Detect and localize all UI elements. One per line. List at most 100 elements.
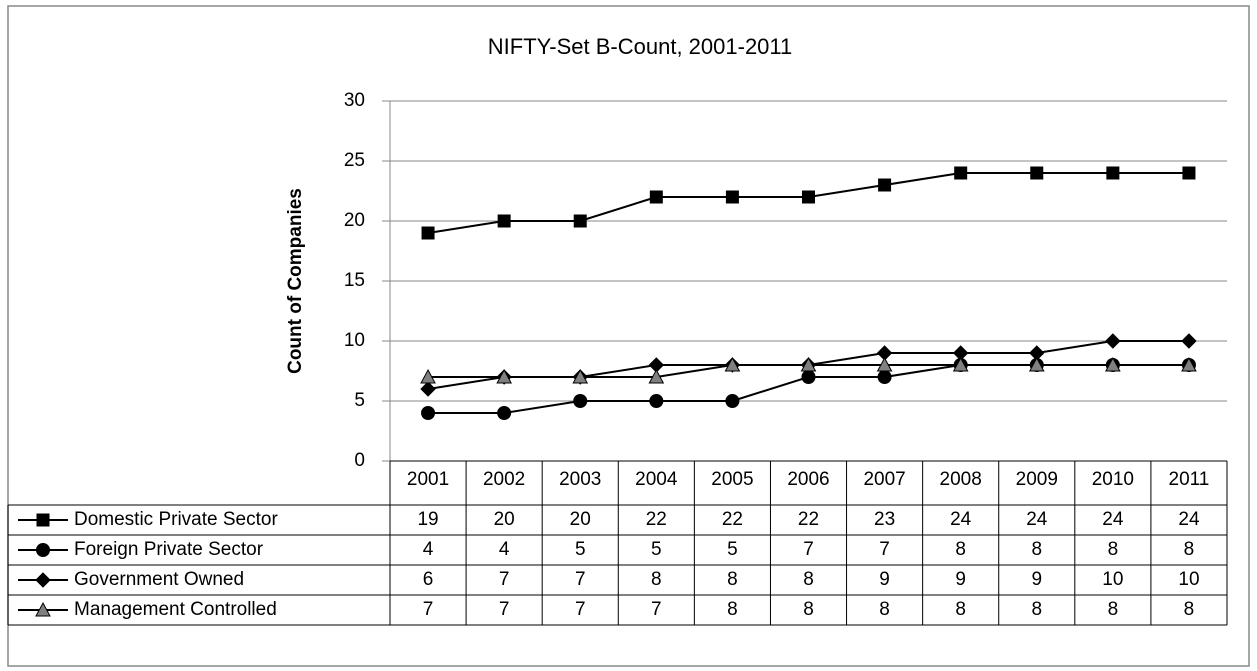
- legend-label: Management Controlled: [74, 599, 277, 620]
- table-value: 20: [494, 509, 515, 530]
- marker: [1181, 356, 1197, 372]
- table-value: 22: [646, 509, 667, 530]
- y-tick-label: 0: [354, 450, 365, 471]
- y-axis-label: Count of Companies: [285, 188, 306, 374]
- marker: [725, 190, 739, 204]
- marker: [573, 214, 587, 228]
- table-value: 8: [727, 599, 738, 620]
- marker: [36, 513, 50, 527]
- table-value: 24: [1178, 509, 1200, 530]
- table-value: 8: [727, 569, 738, 590]
- marker: [649, 190, 663, 204]
- marker: [1181, 333, 1197, 349]
- table-value: 8: [1031, 539, 1042, 560]
- table-value: 7: [423, 599, 434, 620]
- legend-label: Domestic Private Sector: [74, 509, 278, 530]
- chart-title: NIFTY-Set B-Count, 2001-2011: [488, 34, 793, 59]
- x-tick-label: 2007: [863, 469, 905, 490]
- y-tick-label: 30: [344, 90, 365, 111]
- x-tick-label: 2001: [407, 469, 449, 490]
- table-value: 22: [722, 509, 743, 530]
- table-value: 24: [1026, 509, 1048, 530]
- y-tick-label: 10: [344, 330, 365, 351]
- table-value: 10: [1102, 569, 1123, 590]
- table-value: 5: [727, 539, 738, 560]
- marker: [1182, 166, 1196, 180]
- table-value: 8: [955, 599, 966, 620]
- table-value: 7: [499, 569, 510, 590]
- marker: [649, 394, 664, 408]
- x-tick-label: 2006: [787, 469, 829, 490]
- y-tick-label: 20: [344, 210, 365, 231]
- table-value: 4: [423, 539, 434, 560]
- chart-border: [7, 5, 1250, 667]
- marker: [497, 214, 511, 228]
- marker: [876, 356, 893, 372]
- table-value: 8: [1108, 599, 1119, 620]
- legend-label: Government Owned: [74, 569, 244, 590]
- marker: [877, 370, 892, 384]
- x-tick-label: 2005: [711, 469, 753, 490]
- table-value: 22: [798, 509, 819, 530]
- table-value: 7: [803, 539, 814, 560]
- y-tick-label: 5: [354, 390, 365, 411]
- marker: [497, 406, 512, 420]
- marker: [802, 190, 815, 204]
- table-value: 24: [950, 509, 972, 530]
- marker: [648, 368, 665, 384]
- table-value: 9: [1031, 569, 1042, 590]
- marker: [420, 368, 436, 384]
- y-tick-label: 15: [344, 270, 365, 291]
- table-value: 8: [1184, 599, 1195, 620]
- x-tick-label: 2003: [559, 469, 601, 490]
- table-value: 8: [879, 599, 890, 620]
- table-value: 6: [423, 569, 434, 590]
- marker: [36, 543, 50, 557]
- table-value: 4: [499, 539, 510, 560]
- table-value: 8: [955, 539, 966, 560]
- marker: [1028, 356, 1045, 372]
- legend-label: Foreign Private Sector: [74, 539, 264, 560]
- marker: [421, 226, 435, 240]
- marker: [1105, 356, 1121, 372]
- table-value: 7: [575, 569, 586, 590]
- marker: [878, 178, 892, 192]
- marker: [724, 356, 741, 372]
- table-value: 5: [651, 539, 662, 560]
- marker: [496, 368, 512, 384]
- x-tick-label: 2010: [1092, 469, 1134, 490]
- table-value: 7: [575, 599, 586, 620]
- x-tick-label: 2004: [635, 469, 678, 490]
- marker: [573, 394, 588, 408]
- y-tick-label: 25: [344, 150, 365, 171]
- marker: [572, 368, 589, 384]
- marker: [35, 572, 51, 588]
- table-value: 5: [575, 539, 586, 560]
- table-value: 10: [1178, 569, 1199, 590]
- table-value: 8: [803, 599, 814, 620]
- table-value: 8: [1108, 539, 1119, 560]
- x-tick-label: 2002: [483, 469, 525, 490]
- table-value: 20: [570, 509, 591, 530]
- table-value: 8: [1184, 539, 1195, 560]
- marker: [420, 381, 436, 397]
- table-value: 19: [417, 509, 438, 530]
- marker: [800, 356, 817, 372]
- marker: [35, 601, 51, 617]
- table-value: 9: [879, 569, 890, 590]
- table-value: 23: [874, 509, 895, 530]
- table-value: 8: [1031, 599, 1042, 620]
- marker: [1106, 166, 1120, 180]
- marker: [954, 166, 968, 180]
- x-tick-label: 2008: [940, 469, 982, 490]
- marker: [725, 394, 740, 408]
- table-value: 7: [499, 599, 510, 620]
- marker: [421, 406, 436, 420]
- x-tick-label: 2009: [1016, 469, 1058, 490]
- marker: [1105, 333, 1121, 349]
- marker: [1030, 166, 1044, 180]
- table-value: 8: [803, 569, 814, 590]
- x-tick-label: 2011: [1169, 469, 1210, 490]
- table-value: 8: [651, 569, 662, 590]
